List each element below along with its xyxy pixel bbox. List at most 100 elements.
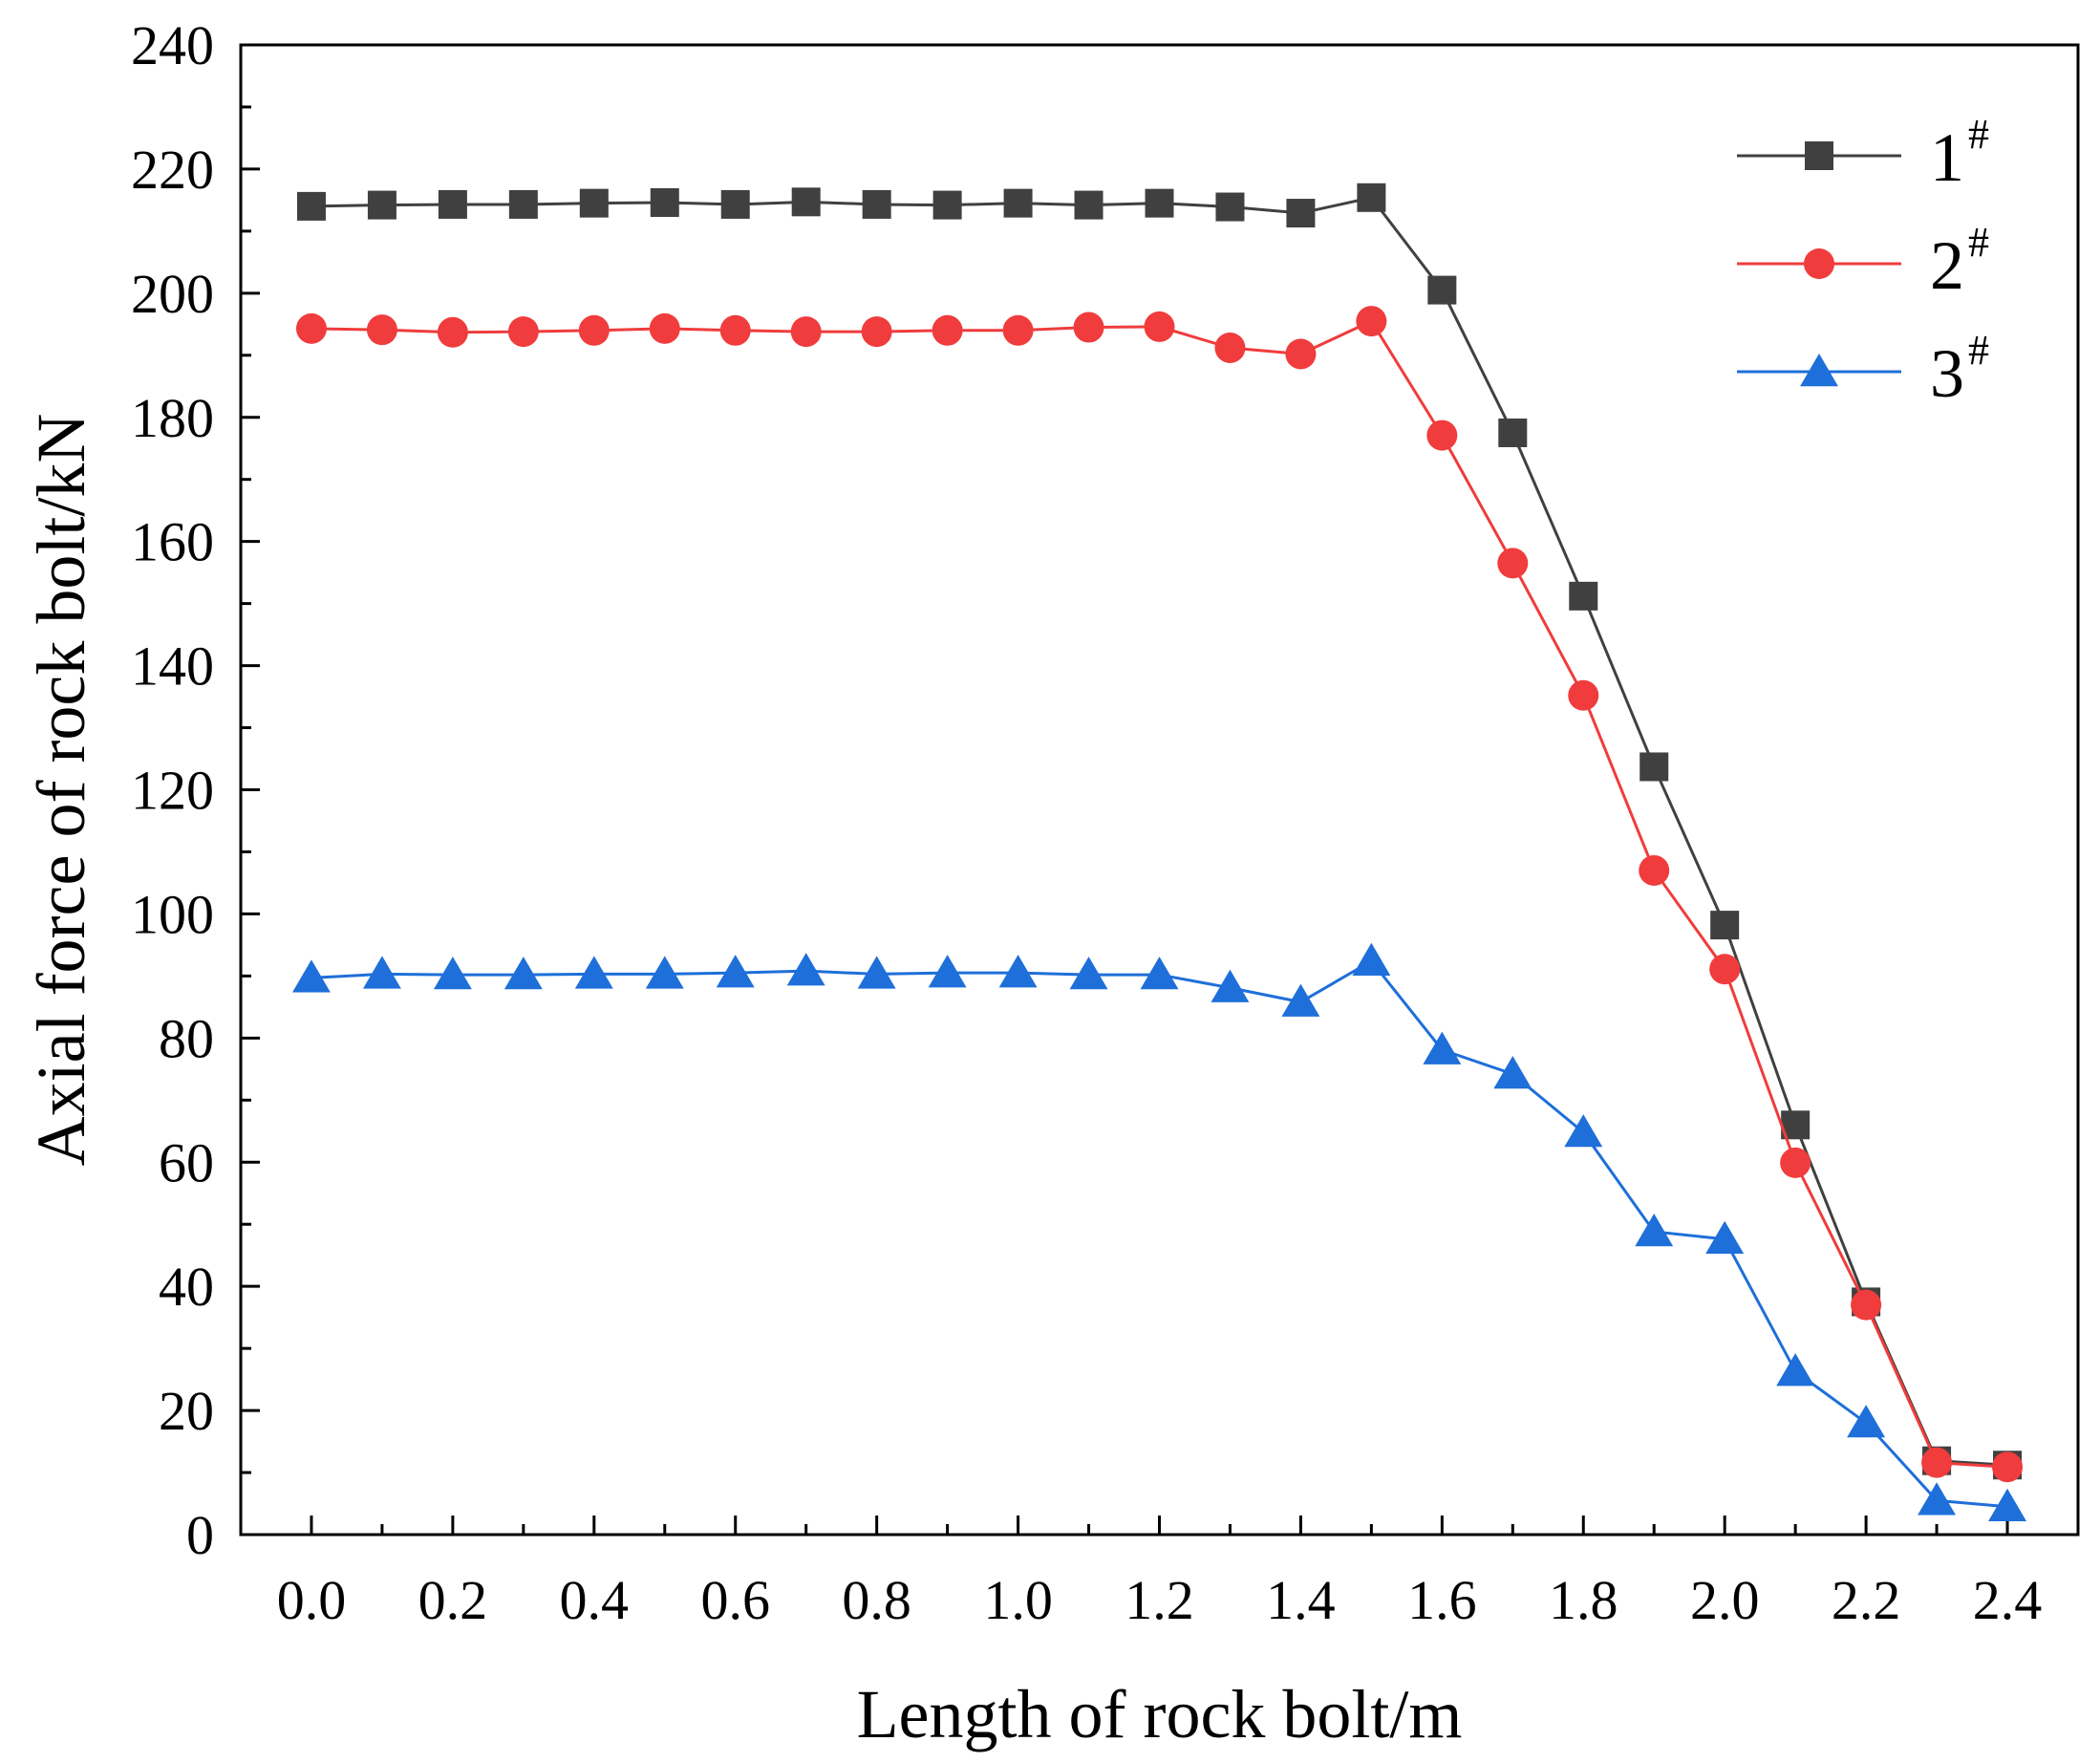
x-tick-label: 2.2	[1832, 1569, 1901, 1631]
plot-area-frame	[239, 43, 2080, 1537]
data-point	[1776, 1353, 1815, 1387]
data-point	[1709, 954, 1741, 985]
x-tick-label: 1.2	[1125, 1569, 1194, 1631]
series-1	[296, 183, 2023, 1480]
data-point	[791, 187, 821, 217]
x-tick-label: 1.8	[1549, 1569, 1618, 1631]
data-point	[507, 316, 539, 348]
data-point	[367, 190, 396, 220]
data-point	[366, 314, 397, 346]
data-point	[574, 956, 613, 989]
data-point	[1705, 1220, 1745, 1254]
data-point	[1140, 957, 1179, 990]
data-point	[932, 314, 963, 346]
x-tick-label: 1.6	[1407, 1569, 1477, 1631]
data-point	[1069, 957, 1108, 990]
data-point	[1564, 1114, 1603, 1148]
series-line	[311, 319, 2008, 1469]
data-point	[1002, 314, 1034, 346]
y-tick-label: 200	[131, 263, 214, 325]
legend-marker	[1805, 141, 1833, 170]
series-layer	[292, 183, 2026, 1521]
y-axis-ticks: 0 20 40 60 80 100 120 140 160 180 200 220 240	[131, 14, 260, 1566]
data-point	[1215, 192, 1245, 222]
data-point	[928, 955, 967, 988]
data-point	[1285, 338, 1317, 370]
data-point	[1211, 969, 1250, 1002]
data-point	[1073, 312, 1104, 343]
y-axis-title: Axial force of rock bolt/kN	[23, 414, 99, 1167]
x-tick-label: 0.8	[842, 1569, 911, 1631]
series-3	[292, 942, 2026, 1521]
legend-marker	[1800, 354, 1838, 387]
y-tick-label: 60	[159, 1131, 214, 1193]
legend: 1# 2# 3#	[1737, 111, 1989, 412]
legend-marker	[1804, 248, 1834, 279]
data-point	[1992, 1451, 2024, 1483]
data-point	[649, 312, 680, 344]
legend-item: 2#	[1737, 219, 1989, 304]
data-point	[1281, 983, 1320, 1017]
data-point	[1144, 311, 1175, 342]
data-point	[1851, 1289, 1882, 1321]
data-point	[1921, 1447, 1953, 1478]
data-point	[719, 314, 751, 346]
x-tick-label: 0.2	[418, 1569, 488, 1631]
y-tick-label: 100	[131, 883, 214, 945]
data-point	[1074, 190, 1104, 220]
x-axis-ticks: 0.0 0.2 0.4 0.6 0.8 1.0 1.2 1.4 1.6 1.8 2.0 2.2 2.4	[239, 1516, 2043, 1631]
x-tick-label: 0.6	[700, 1569, 770, 1631]
x-tick-label: 1.4	[1266, 1569, 1336, 1631]
data-point	[362, 956, 401, 989]
legend-item: 1#	[1737, 111, 1989, 196]
y-tick-label: 160	[131, 511, 214, 573]
data-point	[1356, 306, 1387, 337]
y-tick-label: 220	[131, 139, 214, 201]
data-point	[790, 316, 822, 348]
data-point	[1003, 188, 1033, 218]
legend-label: 2#	[1930, 219, 1989, 304]
data-point	[857, 956, 896, 989]
data-point	[295, 312, 327, 344]
data-point	[508, 189, 538, 219]
data-point	[1639, 854, 1670, 886]
x-tick-label: 2.4	[1973, 1569, 2043, 1631]
data-point	[720, 189, 750, 219]
legend-label: 1#	[1930, 111, 1989, 196]
data-point	[1568, 679, 1599, 711]
legend-label: 3#	[1930, 327, 1989, 412]
data-point	[1145, 188, 1174, 218]
y-tick-label: 0	[186, 1504, 214, 1566]
data-point	[1635, 1214, 1674, 1247]
data-point	[1639, 752, 1669, 782]
data-point	[1847, 1405, 1886, 1438]
x-axis-title: Length of rock bolt/m	[857, 1676, 1463, 1752]
data-point	[932, 190, 962, 220]
data-point	[1493, 1056, 1532, 1089]
data-point	[862, 189, 891, 219]
series-line	[311, 196, 2008, 1467]
data-point	[1710, 911, 1740, 940]
data-point	[1357, 183, 1386, 212]
y-tick-label: 120	[131, 760, 214, 822]
data-point	[1214, 332, 1246, 363]
data-point	[1569, 581, 1598, 611]
data-point	[1498, 418, 1528, 447]
data-point	[1497, 548, 1529, 579]
data-point	[1426, 419, 1458, 451]
data-point	[861, 316, 892, 348]
y-tick-label: 140	[131, 635, 214, 698]
x-tick-label: 2.0	[1690, 1569, 1760, 1631]
data-point	[1427, 275, 1457, 305]
data-point	[438, 189, 467, 219]
data-point	[1918, 1482, 1957, 1516]
data-point	[1423, 1031, 1462, 1064]
data-point	[650, 187, 679, 217]
y-tick-label: 80	[159, 1007, 214, 1069]
data-point	[1352, 942, 1391, 976]
data-point	[716, 955, 755, 988]
data-point	[1988, 1488, 2026, 1521]
data-point	[437, 316, 468, 348]
y-tick-label: 40	[159, 1256, 214, 1318]
